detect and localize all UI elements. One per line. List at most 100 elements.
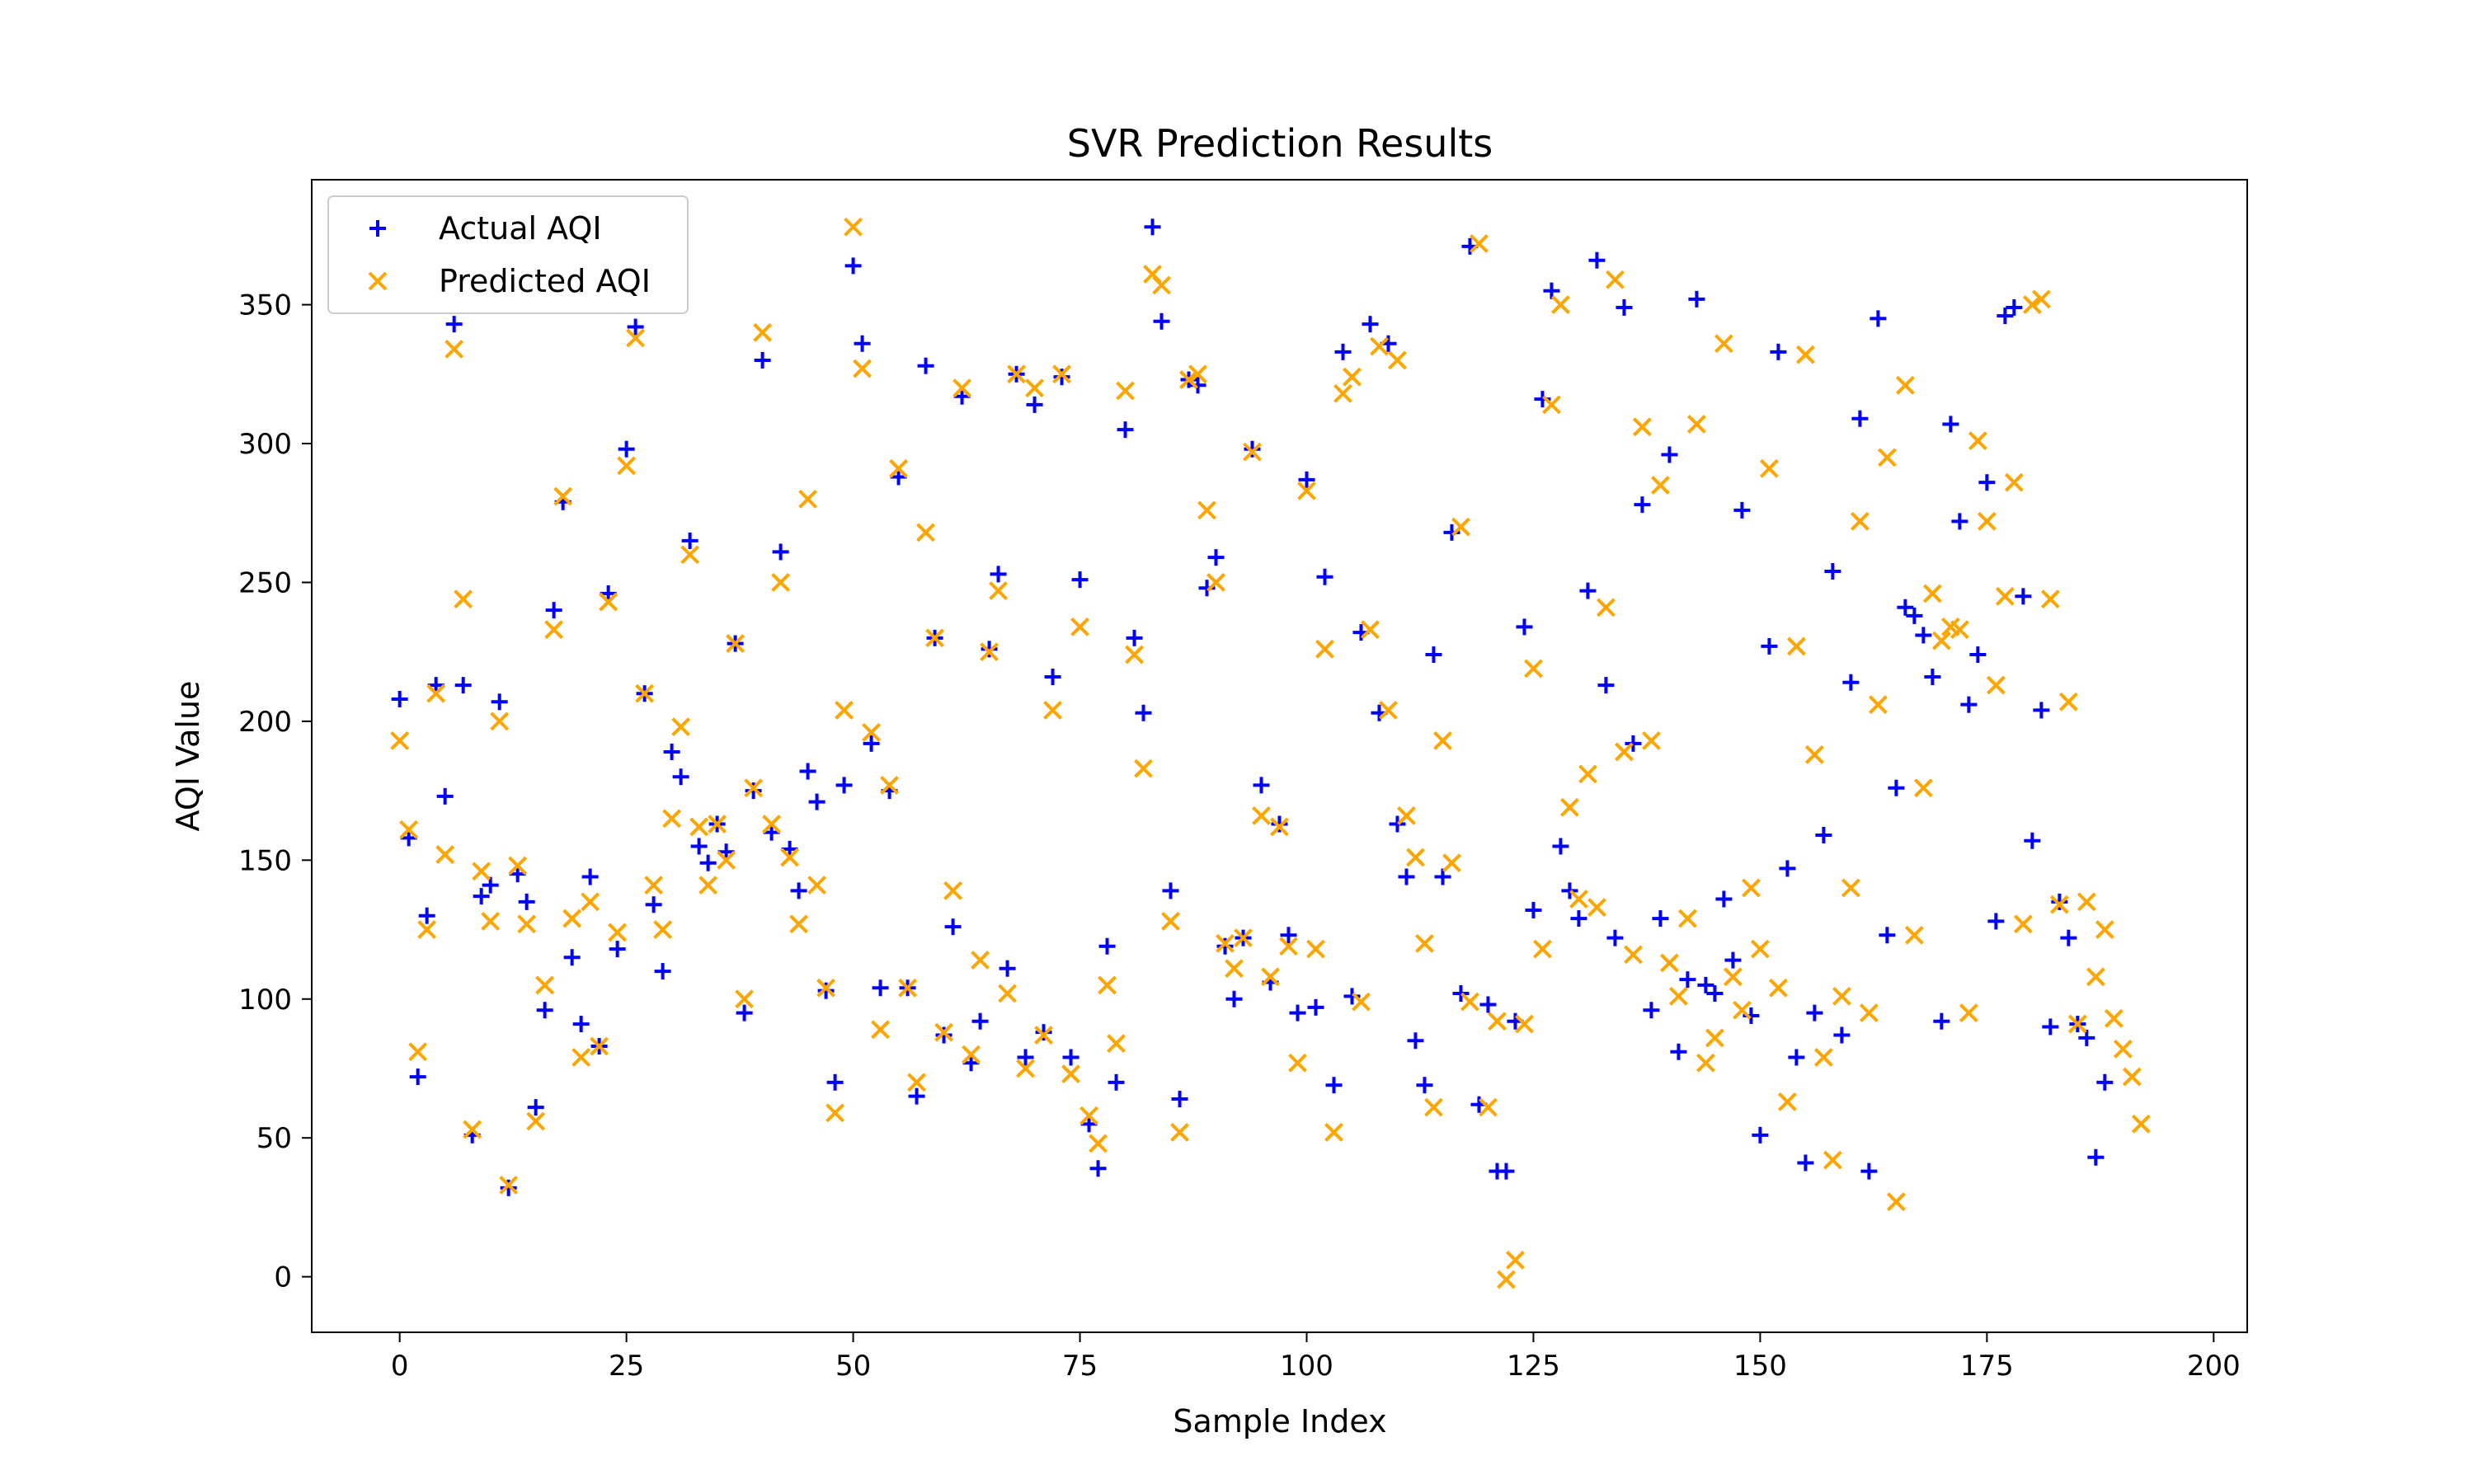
actual-aqi-point	[1888, 779, 1905, 796]
actual-aqi-point	[863, 735, 880, 752]
predicted-aqi-point	[998, 984, 1017, 1003]
predicted-aqi-point	[526, 1111, 546, 1131]
predicted-aqi-point	[1813, 1048, 1833, 1067]
predicted-aqi-point	[608, 923, 628, 942]
actual-aqi-point	[400, 829, 417, 847]
predicted-aqi-point	[626, 328, 646, 348]
predicted-aqi-point	[980, 642, 999, 662]
predicted-aqi-point	[1597, 598, 1616, 618]
predicted-aqi-point	[698, 876, 718, 895]
predicted-aqi-point	[1850, 511, 1870, 531]
actual-aqi-point	[645, 896, 662, 913]
actual-aqi-point	[1398, 868, 1415, 885]
predicted-aqi-point	[1433, 731, 1452, 750]
actual-aqi-point	[2024, 832, 2041, 849]
predicted-aqi-point	[1732, 1000, 1752, 1020]
actual-aqi-point	[1597, 677, 1615, 694]
actual-aqi-point	[1452, 985, 1470, 1003]
actual-aqi-point	[1978, 474, 1996, 491]
predicted-aqi-point	[898, 978, 917, 998]
actual-aqi-point	[1897, 599, 1914, 616]
predicted-aqi-point	[1877, 448, 1897, 467]
actual-aqi-point	[1117, 421, 1134, 439]
predicted-aqi-point	[1986, 675, 2006, 695]
predicted-aqi-point	[2122, 1067, 2142, 1087]
actual-aqi-point	[944, 918, 962, 936]
predicted-aqi-point	[662, 809, 682, 829]
actual-aqi-point	[1171, 1091, 1188, 1108]
x-tick-label: 75	[1062, 1350, 1098, 1383]
actual-aqi-point	[1479, 996, 1497, 1013]
predicted-aqi-point	[544, 620, 564, 640]
actual-aqi-point	[1135, 704, 1152, 721]
y-tick-label: 0	[274, 1261, 292, 1294]
y-tick-label: 50	[256, 1122, 292, 1155]
predicted-aqi-point	[907, 1073, 926, 1092]
actual-aqi-point	[1425, 646, 1442, 664]
actual-aqi-point	[1144, 218, 1161, 236]
predicted-aqi-point	[1868, 695, 1888, 715]
actual-aqi-point	[971, 1012, 989, 1030]
legend-frame	[327, 195, 689, 314]
predicted-aqi-point	[1460, 992, 1479, 1012]
y-axis-label: AQI Value	[170, 681, 206, 832]
actual-aqi-point	[1216, 937, 1234, 955]
series-predicted	[390, 217, 2151, 1289]
actual-aqi-point	[1035, 1024, 1052, 1041]
y-tick-label: 250	[238, 566, 292, 599]
plot-frame	[311, 179, 2248, 1333]
predicted-aqi-point	[1315, 639, 1334, 659]
actual-aqi-point	[681, 532, 698, 549]
actual-aqi-point	[953, 387, 971, 405]
predicted-aqi-point	[1306, 939, 1325, 959]
actual-aqi-point	[1770, 343, 1787, 360]
actual-aqi-point	[1616, 298, 1633, 316]
predicted-aqi-point	[454, 589, 473, 609]
actual-aqi-point	[1797, 1154, 1814, 1172]
predicted-aqi-point	[1895, 375, 1915, 395]
predicted-aqi-point	[1170, 1123, 1189, 1142]
predicted-aqi-point	[1786, 636, 1806, 656]
actual-aqi-point	[1960, 696, 1978, 713]
actual-aqi-point	[1017, 1049, 1034, 1066]
actual-aqi-point	[1788, 1049, 1805, 1066]
actual-aqi-point	[2015, 588, 2032, 605]
actual-aqi-point	[527, 1099, 544, 1116]
predicted-aqi-point	[1506, 1251, 1525, 1270]
predicted-aqi-point	[599, 592, 618, 612]
predicted-aqi-point	[499, 1176, 519, 1195]
actual-aqi-point	[745, 782, 762, 800]
actual-aqi-point	[1652, 910, 1669, 928]
actual-aqi-point	[736, 1004, 753, 1021]
actual-aqi-point	[1634, 496, 1651, 514]
actual-aqi-point	[2006, 298, 2023, 316]
actual-aqi-point	[473, 888, 490, 905]
predicted-aqi-point	[1696, 1053, 1715, 1073]
predicted-aqi-point	[1388, 350, 1407, 370]
actual-aqi-point	[1824, 562, 1841, 580]
predicted-aqi-point	[553, 486, 573, 506]
predicted-aqi-point	[1243, 442, 1262, 462]
predicted-aqi-point	[934, 1022, 953, 1042]
predicted-aqi-point	[1931, 631, 1951, 650]
predicted-aqi-point	[1606, 270, 1625, 289]
predicted-aqi-point	[971, 951, 990, 970]
predicted-aqi-point	[1488, 1012, 1507, 1031]
actual-aqi-point	[808, 793, 825, 810]
predicted-aqi-point	[562, 909, 582, 928]
predicted-aqi-point	[1397, 806, 1416, 825]
predicted-aqi-point	[726, 634, 745, 653]
predicted-aqi-point	[1470, 234, 1489, 253]
predicted-aqi-point	[816, 978, 836, 998]
predicted-aqi-point	[762, 815, 782, 834]
predicted-aqi-point	[1107, 1034, 1126, 1054]
y-tick-label: 150	[238, 844, 292, 877]
actual-aqi-point	[999, 960, 1016, 977]
actual-aqi-point	[1851, 410, 1869, 427]
predicted-aqi-point	[916, 523, 935, 542]
actual-aqi-point	[2087, 1148, 2105, 1166]
predicted-aqi-point	[1116, 381, 1135, 401]
predicted-aqi-point	[1216, 933, 1235, 953]
predicted-aqi-point	[1179, 370, 1198, 389]
predicted-aqi-point	[889, 458, 908, 478]
